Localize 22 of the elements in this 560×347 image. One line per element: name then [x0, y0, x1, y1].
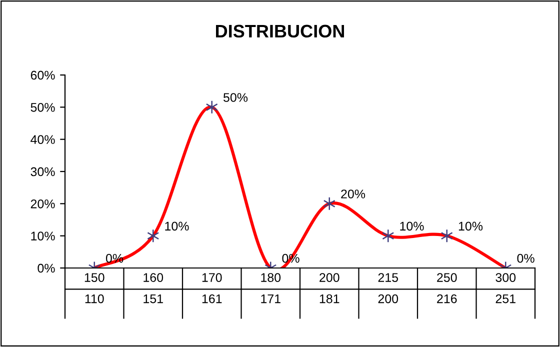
- y-tick-label: 30%: [30, 167, 55, 176]
- x-tick-label: 250 216: [437, 273, 457, 304]
- y-tick-label: 40%: [30, 135, 55, 144]
- data-label: 10%: [458, 222, 483, 231]
- y-tick-label: 60%: [30, 70, 55, 80]
- y-tick-label: 20%: [30, 199, 55, 208]
- x-tick-label: 180 171: [261, 273, 281, 304]
- y-tick-label: 50%: [30, 102, 55, 112]
- x-tick-label: 215 200: [378, 273, 398, 304]
- x-tick-label: 300 251: [496, 273, 516, 304]
- x-tick-label: 200 181: [320, 273, 340, 304]
- data-label: 20%: [341, 190, 366, 198]
- chart-title: DISTRIBUCION: [216, 24, 344, 38]
- y-tick-label: 10%: [31, 232, 55, 240]
- x-tick-label: 150 110: [84, 273, 104, 304]
- data-label: 10%: [165, 222, 189, 231]
- x-tick-label: 160 151: [144, 273, 164, 304]
- data-label: 0%: [517, 254, 534, 263]
- y-tick-label: 0%: [38, 264, 55, 273]
- x-tick-label: 170 161: [202, 273, 222, 304]
- data-label: 10%: [400, 222, 424, 231]
- data-label: 50%: [223, 93, 248, 102]
